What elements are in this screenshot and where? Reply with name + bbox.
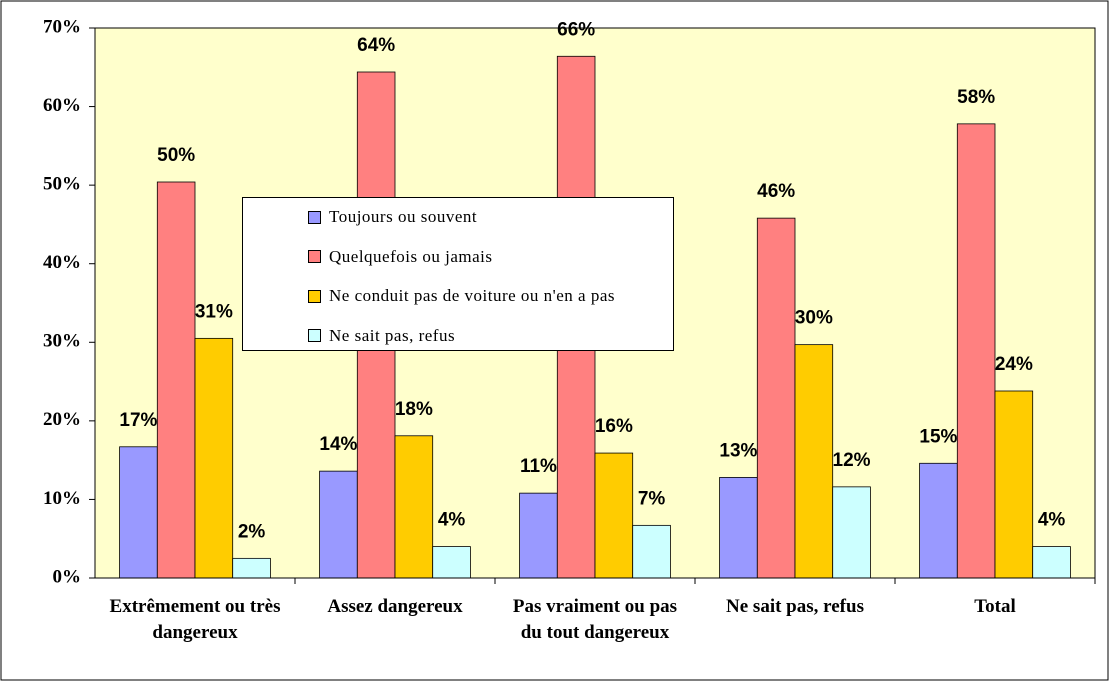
bar (319, 470, 358, 579)
legend-item: Quelquefois ou jamais (308, 247, 492, 267)
bar (194, 337, 234, 579)
value-label: 66% (557, 19, 595, 40)
y-tick-label: 70% (43, 16, 81, 37)
value-label: 4% (1038, 510, 1066, 531)
value-label: 11% (520, 456, 557, 477)
y-tick-label: 10% (43, 488, 81, 509)
value-label: 64% (357, 35, 395, 56)
plot-border (94, 27, 1096, 579)
y-tick-label: 50% (43, 174, 81, 195)
y-tick-label: 20% (43, 409, 81, 430)
legend-swatch (308, 329, 321, 342)
bar (794, 344, 834, 579)
legend-item: Toujours ou souvent (308, 207, 477, 227)
legend: Toujours ou souvent Quelquefois ou jamais… (242, 197, 674, 351)
legend-item: Ne conduit pas de voiture ou n'en a pas (308, 286, 615, 306)
value-label: 31% (195, 301, 233, 322)
legend-label: Ne sait pas, refus (329, 325, 456, 345)
bar (519, 492, 558, 579)
value-label: 12% (833, 450, 871, 471)
legend-item: Ne sait pas, refus (308, 326, 455, 346)
bar (994, 390, 1034, 579)
x-tick-label: Ne sait pas, refus (726, 596, 864, 617)
bar (394, 435, 434, 579)
value-label: 7% (638, 488, 666, 509)
bar (919, 462, 958, 579)
value-label: 2% (238, 521, 266, 542)
legend-label: Quelquefois ou jamais (329, 246, 493, 266)
legend-swatch (308, 210, 321, 224)
value-label: 50% (157, 145, 195, 166)
legend-label: Ne conduit pas de voiture ou n'en a pas (329, 286, 615, 305)
x-tick-label: Assez dangereux (327, 596, 463, 617)
x-tick-label: Extrêmement ou très dangereux (109, 596, 281, 643)
legend-label: Toujours ou souvent (329, 207, 478, 226)
value-label: 18% (395, 399, 433, 420)
legend-swatch (308, 250, 321, 263)
value-label: 15% (919, 426, 957, 447)
y-tick-label: 60% (43, 95, 81, 116)
bar (956, 123, 996, 579)
value-label: 46% (757, 181, 795, 202)
value-label: 13% (719, 440, 757, 461)
value-label: 24% (995, 354, 1033, 375)
y-tick-label: 40% (43, 252, 81, 273)
y-tick-label: 30% (43, 331, 81, 352)
bar (432, 546, 471, 579)
bar (156, 181, 196, 579)
legend-swatch (308, 289, 321, 303)
x-tick-label: Total (974, 596, 1016, 617)
bar (232, 557, 271, 579)
bar (632, 524, 671, 579)
x-tick-label: Pas vraiment ou pas du tout dangereux (512, 596, 678, 643)
bar (1032, 546, 1071, 579)
value-label: 58% (957, 87, 995, 108)
value-label: 17% (119, 410, 157, 431)
value-label: 14% (319, 434, 357, 455)
bar (832, 486, 871, 579)
bar (756, 217, 796, 579)
bar (119, 446, 158, 579)
value-label: 30% (795, 308, 833, 329)
bar (594, 452, 634, 579)
value-label: 4% (438, 510, 466, 531)
y-tick-label: 0% (53, 566, 82, 587)
bar (719, 477, 758, 579)
value-label: 16% (595, 416, 633, 437)
